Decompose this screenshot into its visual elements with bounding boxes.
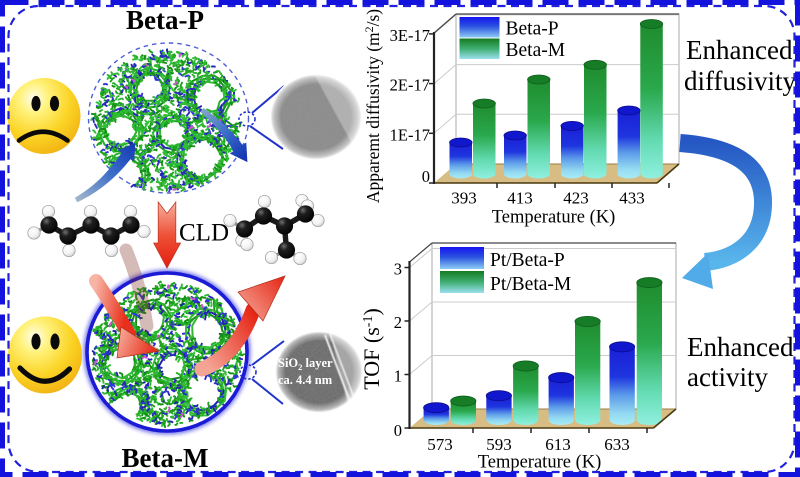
svg-text:SiO2 layer: SiO2 layer	[278, 356, 333, 372]
svg-text:CLD: CLD	[179, 220, 229, 247]
svg-text:Enhanced: Enhanced	[687, 332, 794, 362]
svg-text:1: 1	[394, 367, 402, 386]
svg-text:Pt/Beta-P: Pt/Beta-P	[490, 250, 565, 271]
svg-text:1E-17: 1E-17	[390, 125, 430, 144]
svg-text:Temperature (K): Temperature (K)	[492, 208, 616, 228]
svg-text:423: 423	[563, 189, 589, 208]
svg-text:activity: activity	[687, 362, 768, 392]
svg-text:ca. 4.4 nm: ca. 4.4 nm	[278, 373, 333, 387]
svg-text:2: 2	[394, 313, 402, 332]
svg-text:2E-17: 2E-17	[390, 76, 430, 95]
svg-text:Beta-P: Beta-P	[506, 19, 559, 40]
svg-text:0: 0	[394, 421, 402, 440]
svg-text:diffusivity: diffusivity	[684, 66, 797, 96]
svg-text:Enhanced: Enhanced	[686, 35, 793, 65]
svg-text:Beta-M: Beta-M	[122, 443, 209, 473]
svg-text:3E-17: 3E-17	[390, 26, 430, 45]
svg-text:Pt/Beta-M: Pt/Beta-M	[490, 274, 571, 295]
svg-text:Apparemt diffusivity (m2/s): Apparemt diffusivity (m2/s)	[362, 9, 383, 203]
svg-text:413: 413	[507, 189, 533, 208]
svg-text:593: 593	[486, 435, 512, 454]
svg-text:Beta-P: Beta-P	[126, 5, 204, 35]
svg-text:3: 3	[394, 260, 402, 279]
svg-text:613: 613	[545, 435, 571, 454]
svg-text:433: 433	[619, 189, 645, 208]
svg-text:Temperature (K): Temperature (K)	[478, 453, 602, 473]
svg-text:633: 633	[604, 435, 630, 454]
svg-text:573: 573	[427, 435, 453, 454]
svg-text:393: 393	[451, 189, 477, 208]
svg-text:Beta-M: Beta-M	[506, 40, 566, 61]
svg-text:0: 0	[422, 167, 430, 186]
